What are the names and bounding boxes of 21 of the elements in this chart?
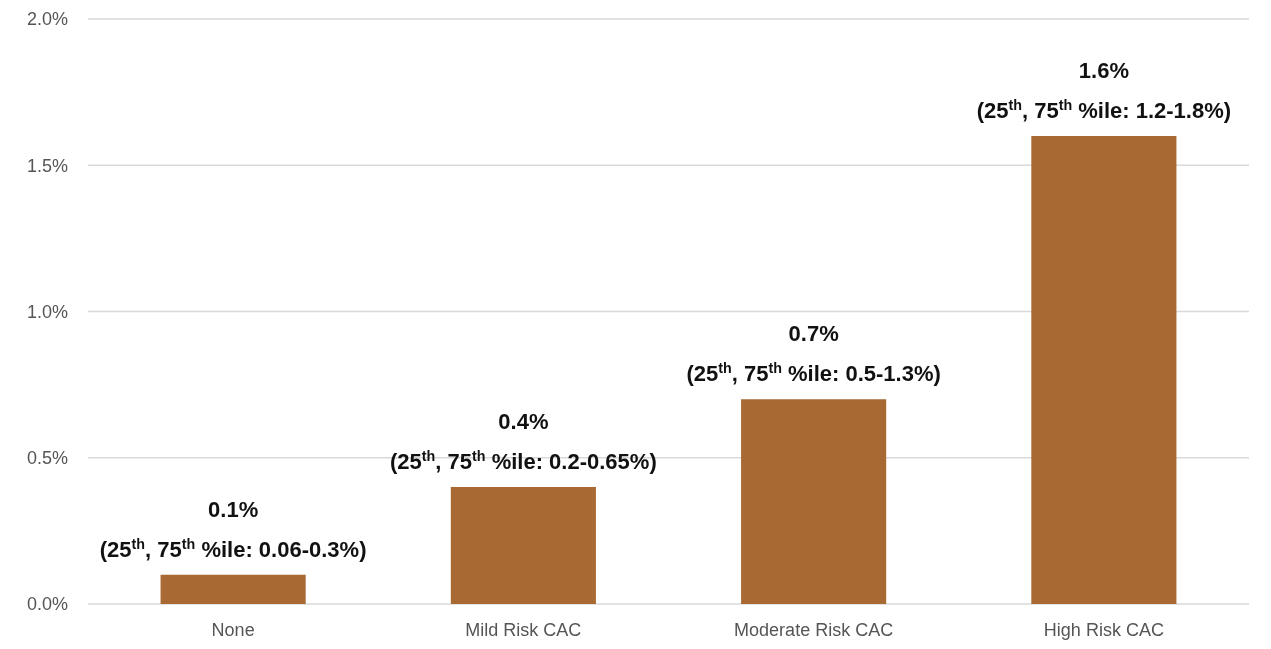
annotation: (25$^{th}$, 75$^{th}$ %ile: 1.2-1.8%)	[976, 97, 1232, 123]
y-tick-label: 1.0%	[26, 301, 68, 322]
x-tick-label: High Risk CAC	[1043, 620, 1164, 640]
bar	[741, 399, 887, 604]
y-tick-label: 0.0%	[26, 594, 68, 615]
data-label: 1.6%	[1078, 58, 1129, 83]
y-tick-label: 2.0%	[26, 9, 68, 30]
x-tick-label: Moderate Risk CAC	[734, 620, 894, 640]
x-tick-label: Mild Risk CAC	[465, 620, 582, 640]
x-tick-label: None	[211, 620, 255, 640]
bar	[450, 487, 596, 604]
annotation: (25$^{th}$, 75$^{th}$ %ile: 0.5-1.3%)	[686, 360, 941, 387]
bar	[160, 574, 306, 604]
data-label: 0.7%	[788, 321, 839, 347]
y-tick-label: 0.5%	[26, 448, 68, 469]
data-label: 0.4%	[498, 409, 549, 434]
annotation: (25$^{th}$, 75$^{th}$ %ile: 0.2-0.65%)	[390, 448, 657, 474]
annotation: (25$^{th}$, 75$^{th}$ %ile: 0.06-0.3%)	[99, 535, 367, 562]
y-tick-label: 1.5%	[26, 155, 68, 176]
bar	[1031, 136, 1177, 604]
data-label: 0.1%	[208, 496, 259, 522]
